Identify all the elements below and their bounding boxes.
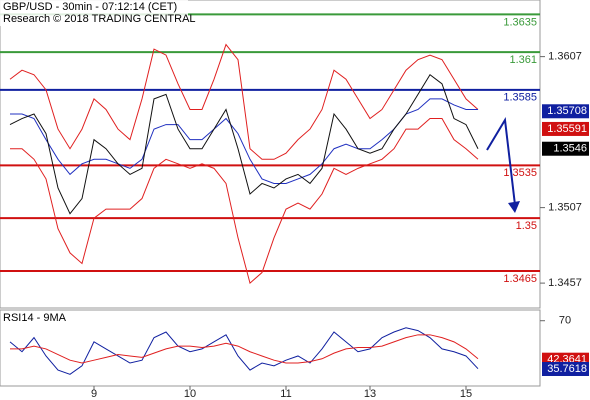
x-tick-label: 15 — [460, 388, 472, 400]
y-tick-label: 70 — [559, 315, 571, 327]
rsi-panel — [0, 309, 541, 387]
level-label: 1.3465 — [503, 273, 537, 285]
y-tick-label: 1.3457 — [548, 277, 582, 289]
x-tick-label: 11 — [280, 388, 291, 400]
level-label: 1.3585 — [503, 92, 537, 104]
x-tick-label: 9 — [91, 388, 97, 400]
price-panel — [0, 0, 541, 309]
series-line — [9, 74, 479, 215]
price-tag — [542, 141, 589, 156]
price-tag — [542, 121, 589, 136]
title-bg — [0, 0, 188, 26]
rsi-title: RSI14 - 9MA — [3, 312, 67, 324]
price-tag-label: 35.7618 — [547, 363, 587, 375]
y-tick-label: 1.3607 — [548, 51, 582, 63]
x-tick-label: 13 — [364, 388, 376, 400]
series-line — [10, 334, 479, 364]
x-tick-label: 10 — [184, 388, 196, 400]
price-tag-label: 1.3546 — [553, 143, 587, 155]
price-tag-label: 1.35708 — [547, 105, 587, 117]
series-line — [9, 327, 479, 375]
plot-layer: 1.36071.35071.34571.36351.3611.35851.353… — [0, 13, 589, 400]
level-label: 1.35 — [516, 220, 537, 232]
forecast-arrow — [486, 116, 516, 206]
price-tag — [542, 104, 589, 119]
series-line — [10, 118, 479, 285]
chart-title: GBP/USD - 30min - 07:12:14 (CET) — [3, 1, 177, 13]
series-line — [9, 43, 479, 160]
arrow-head — [508, 201, 520, 213]
level-label: 1.361 — [509, 54, 537, 66]
y-tick-label: 1.3507 — [548, 202, 582, 214]
chart-subtitle: Research © 2018 TRADING CENTRAL — [3, 13, 196, 25]
price-tag-label: 1.35591 — [547, 123, 587, 135]
level-label: 1.3635 — [503, 16, 537, 28]
price-tag — [542, 361, 589, 376]
level-label: 1.3535 — [503, 167, 537, 179]
